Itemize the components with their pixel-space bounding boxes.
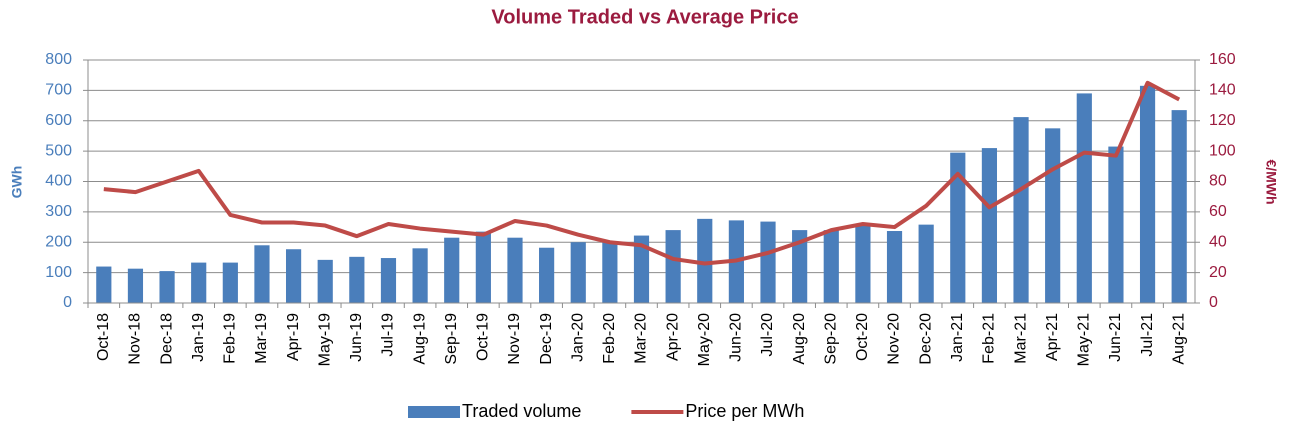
x-tick-label: Jun-21: [1107, 313, 1124, 362]
bar: [507, 237, 523, 303]
bar: [254, 245, 270, 303]
y-tick-label: 400: [45, 173, 72, 190]
x-tick-label: Jan-20: [569, 313, 586, 362]
y2-tick-label: 80: [1209, 173, 1227, 190]
bar: [1045, 128, 1061, 303]
bar: [823, 230, 839, 303]
x-tick-label: Jan-19: [190, 313, 207, 362]
bar: [1076, 93, 1092, 303]
bar: [855, 224, 871, 303]
bar: [127, 268, 144, 303]
bar: [380, 258, 397, 303]
chart-title: Volume Traded vs Average Price: [491, 6, 798, 28]
x-tick-label: Jul-20: [759, 313, 776, 357]
x-tick-label: Jan-21: [949, 313, 966, 362]
bar: [222, 262, 238, 303]
x-tick-label: Aug-21: [1170, 313, 1187, 365]
bar: [96, 266, 112, 303]
y-tick-label: 200: [45, 233, 72, 250]
bar: [1013, 117, 1029, 303]
legend-swatch: [408, 406, 460, 418]
x-tick-label: Feb-19: [222, 313, 239, 364]
bar: [1108, 146, 1124, 303]
x-tick-label: Apr-21: [1044, 313, 1061, 361]
x-tick-label: May-21: [1076, 313, 1093, 366]
y2-tick-label: 120: [1209, 112, 1236, 129]
legend-label: Traded volume: [462, 401, 581, 421]
bar: [285, 249, 302, 303]
y-axis-title: GWh: [9, 166, 25, 199]
bar: [1139, 85, 1156, 303]
y2-tick-label: 160: [1209, 51, 1236, 68]
y2-tick-label: 40: [1209, 233, 1227, 250]
x-tick-label: Dec-20: [917, 313, 934, 365]
bar: [665, 230, 681, 303]
x-tick-label: Nov-20: [886, 313, 903, 365]
x-tick-label: Sep-19: [443, 313, 460, 365]
x-tick-label: Aug-20: [791, 313, 808, 365]
x-tick-label: Mar-20: [633, 313, 650, 364]
y2-tick-label: 60: [1209, 203, 1227, 220]
x-tick-label: Oct-20: [854, 313, 871, 361]
bar: [886, 231, 903, 303]
bar: [570, 242, 586, 303]
x-tick-label: Jul-21: [1139, 313, 1156, 357]
bar: [444, 237, 460, 303]
x-tick-label: Dec-18: [158, 313, 175, 365]
line: [103, 80, 1181, 266]
bar: [412, 248, 428, 303]
bar: [475, 231, 491, 303]
bar: [950, 152, 966, 303]
x-tick-label: Jun-20: [728, 313, 745, 362]
y2-tick-label: 0: [1209, 294, 1218, 311]
x-tick-label: Aug-19: [411, 313, 428, 365]
bar: [697, 218, 713, 303]
x-tick-label: Dec-19: [538, 313, 555, 365]
x-tick-label: Apr-19: [285, 313, 302, 361]
x-tick-label: Nov-19: [506, 313, 523, 365]
bar: [159, 271, 175, 303]
bar: [760, 221, 776, 303]
y-tick-label: 800: [45, 51, 72, 68]
y2-tick-label: 140: [1209, 82, 1236, 99]
y2-axis-title: €/MWh: [1263, 159, 1279, 204]
y-tick-label: 100: [45, 264, 72, 281]
bar: [317, 259, 333, 303]
y-tick-label: 300: [45, 203, 72, 220]
x-tick-label: Oct-18: [95, 313, 112, 361]
x-tick-label: Mar-19: [253, 313, 270, 364]
x-tick-label: Nov-18: [127, 313, 144, 365]
bar: [981, 148, 998, 303]
x-tick-label: Jul-19: [380, 313, 397, 357]
x-tick-label: Oct-19: [475, 313, 492, 361]
x-tick-label: Mar-21: [1012, 313, 1029, 364]
bar: [633, 235, 650, 303]
y2-tick-label: 100: [1209, 142, 1236, 159]
y-tick-label: 0: [63, 294, 72, 311]
x-tick-label: May-20: [696, 313, 713, 366]
x-tick-label: Sep-20: [822, 313, 839, 365]
bar: [602, 242, 618, 303]
x-tick-label: Feb-21: [981, 313, 998, 364]
x-tick-label: Jun-19: [348, 313, 365, 362]
bar: [918, 224, 934, 303]
y-tick-label: 700: [45, 82, 72, 99]
bar: [539, 247, 555, 303]
bar: [1171, 110, 1187, 304]
bar: [792, 230, 808, 303]
x-tick-label: May-19: [316, 313, 333, 366]
y2-tick-label: 20: [1209, 264, 1227, 281]
legend-label: Price per MWh: [685, 401, 804, 421]
x-tick-label: Feb-20: [601, 313, 618, 364]
y-tick-label: 600: [45, 112, 72, 129]
bar: [349, 256, 365, 303]
y-tick-label: 500: [45, 142, 72, 159]
bar: [191, 262, 207, 303]
x-tick-label: Apr-20: [664, 313, 681, 361]
